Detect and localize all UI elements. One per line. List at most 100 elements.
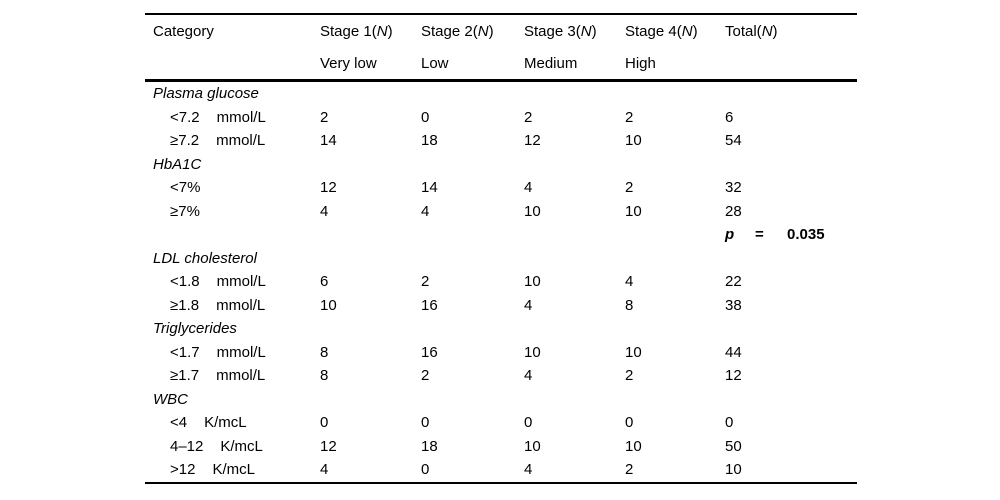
cell-stage2: 0: [421, 414, 430, 432]
section-row-plasma-glucose: Plasma glucose: [145, 82, 857, 106]
unit-label: K/mcL: [204, 414, 247, 432]
section-row-ldl-cholesterol: LDL cholesterol: [145, 247, 857, 271]
header-stage1: Stage 1(N): [320, 22, 393, 40]
cell-total: 44: [725, 343, 742, 361]
cell-total: 22: [725, 273, 742, 291]
table-row: <7% 12 14 4 2 32: [145, 176, 857, 200]
table-row: 4–12 K/mcL 12 18 10 10 50: [145, 435, 857, 459]
cell-total: 0: [725, 414, 734, 432]
p-value: p = 0.035: [725, 226, 857, 243]
cell-stage2: 16: [421, 296, 438, 314]
n-symbol: N: [681, 22, 693, 40]
section-row-wbc: WBC: [145, 388, 857, 412]
p-symbol: p: [725, 226, 735, 244]
cell-stage2: 4: [421, 202, 430, 220]
n-symbol: N: [761, 22, 773, 40]
row-category: <1.7 mmol/L: [145, 344, 320, 361]
cell-stage2: 0: [421, 461, 430, 479]
cell-stage4: 10: [625, 132, 642, 150]
cell-stage4: 2: [625, 179, 634, 197]
row-category: ≥1.8 mmol/L: [145, 297, 320, 314]
section-row-hba1c: HbA1C: [145, 153, 857, 177]
cell-total: 28: [725, 202, 742, 220]
cell-total: 10: [725, 461, 742, 479]
threshold-label: ≥1.7: [170, 367, 200, 385]
row-category: <4 K/mcL: [145, 414, 320, 431]
table-row: <4 K/mcL 0 0 0 0 0: [145, 411, 857, 435]
row-category: ≥7%: [145, 203, 320, 220]
header-row-sub: Very low Low Medium High: [145, 47, 857, 79]
table-row: ≥1.8 mmol/L 10 16 4 8 38: [145, 294, 857, 318]
cell-stage1: 6: [320, 273, 329, 291]
n-symbol: N: [376, 22, 388, 40]
threshold-label: ≥7%: [170, 202, 200, 220]
cell-stage3: 10: [524, 273, 541, 291]
cell-stage4: 8: [625, 296, 634, 314]
table-header: Category Stage 1(N) Stage 2(N) Stage 3(N…: [145, 15, 857, 82]
cell-stage3: 10: [524, 202, 541, 220]
header-stage3: Stage 3(N): [524, 22, 597, 40]
cell-stage1: 8: [320, 367, 329, 385]
row-category: <7.2 mmol/L: [145, 109, 320, 126]
section-label: HbA1C: [153, 155, 202, 173]
header-sub-high: High: [625, 54, 656, 72]
cell-stage2: 16: [421, 343, 438, 361]
unit-label: K/mcL: [220, 437, 263, 455]
table-row: <7.2 mmol/L 2 0 2 2 6: [145, 106, 857, 130]
threshold-label: ≥7.2: [170, 132, 200, 150]
cell-stage4: 0: [625, 414, 634, 432]
threshold-label: <7.2: [170, 108, 200, 126]
cell-stage3: 4: [524, 461, 533, 479]
p-value-number: 0.035: [787, 226, 825, 244]
unit-label: mmol/L: [216, 367, 266, 385]
equals-sign: =: [755, 226, 764, 244]
threshold-label: <7%: [170, 179, 201, 197]
cell-stage1: 0: [320, 414, 329, 432]
cell-total: 38: [725, 296, 742, 314]
section-label: WBC: [153, 390, 188, 408]
unit-label: mmol/L: [216, 108, 266, 126]
cell-total: 32: [725, 179, 742, 197]
threshold-label: >12: [170, 461, 196, 479]
header-sub-verylow: Very low: [320, 54, 377, 72]
unit-label: mmol/L: [216, 273, 266, 291]
cell-total: 6: [725, 108, 734, 126]
cell-stage4: 10: [625, 202, 642, 220]
header-category: Category: [153, 22, 214, 40]
threshold-label: ≥1.8: [170, 296, 200, 314]
cell-stage2: 18: [421, 437, 438, 455]
cell-stage3: 10: [524, 343, 541, 361]
cell-stage1: 12: [320, 437, 337, 455]
cell-stage1: 10: [320, 296, 337, 314]
cell-stage4: 4: [625, 273, 634, 291]
cell-stage3: 4: [524, 296, 533, 314]
cell-stage3: 2: [524, 108, 533, 126]
unit-label: mmol/L: [216, 343, 266, 361]
table-row: <1.8 mmol/L 6 2 10 4 22: [145, 270, 857, 294]
table-body: Plasma glucose <7.2 mmol/L 2 0 2 2 6 ≥7.2…: [145, 82, 857, 482]
n-symbol: N: [477, 22, 489, 40]
unit-label: K/mcL: [212, 461, 255, 479]
cell-stage3: 4: [524, 179, 533, 197]
cell-stage4: 2: [625, 367, 634, 385]
table-row: >12 K/mcL 4 0 4 2 10: [145, 458, 857, 482]
header-sub-medium: Medium: [524, 54, 578, 72]
cell-stage3: 0: [524, 414, 533, 432]
table-row: ≥7.2 mmol/L 14 18 12 10 54: [145, 129, 857, 153]
cell-stage2: 2: [421, 273, 430, 291]
row-category: >12 K/mcL: [145, 461, 320, 478]
header-sub-low: Low: [421, 54, 449, 72]
cell-total: 54: [725, 132, 742, 150]
cell-stage3: 12: [524, 132, 541, 150]
table-row: <1.7 mmol/L 8 16 10 10 44: [145, 341, 857, 365]
cell-stage4: 10: [625, 343, 642, 361]
section-label: Triglycerides: [153, 320, 237, 338]
cell-stage1: 8: [320, 343, 329, 361]
cell-stage4: 2: [625, 461, 634, 479]
row-category: ≥7.2 mmol/L: [145, 132, 320, 149]
unit-label: mmol/L: [216, 132, 266, 150]
cell-stage1: 2: [320, 108, 329, 126]
cell-stage2: 2: [421, 367, 430, 385]
cell-stage2: 18: [421, 132, 438, 150]
cell-stage4: 2: [625, 108, 634, 126]
